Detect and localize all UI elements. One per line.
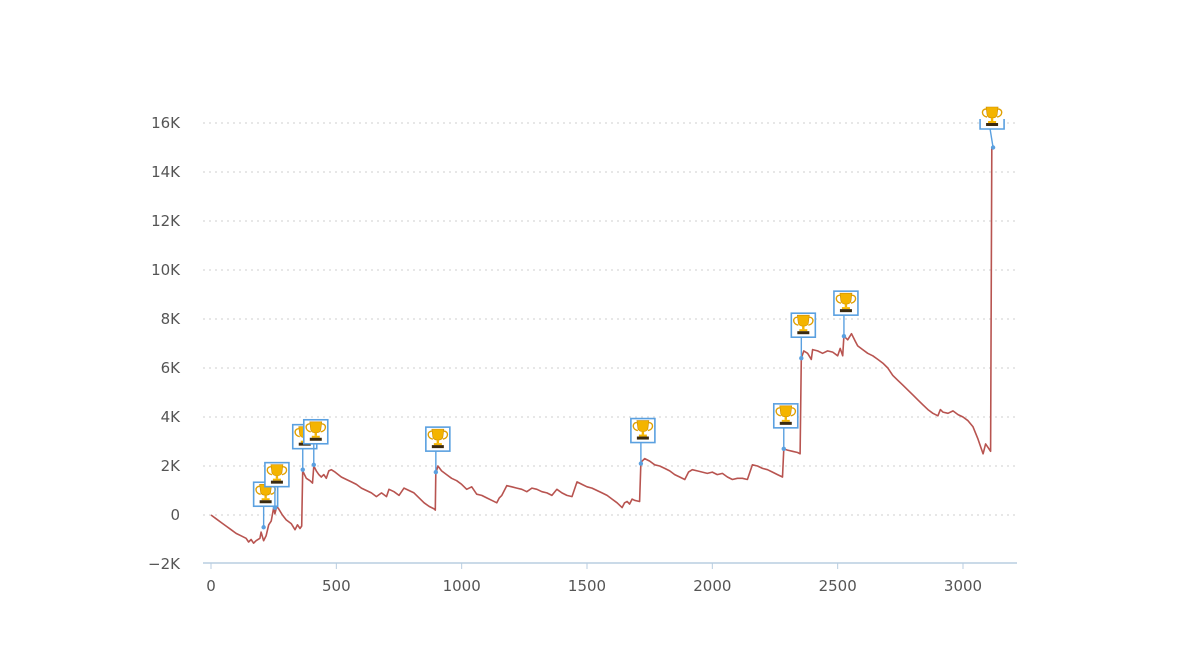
y-tick-label: 2K (161, 457, 182, 475)
trophy-icon (305, 421, 327, 441)
flag-point (261, 525, 266, 530)
flag-point (433, 469, 439, 475)
flag-stem (989, 128, 994, 148)
y-tick-label: 12K (151, 212, 181, 230)
flag-marker[interactable] (790, 312, 817, 361)
trophy-icon (792, 314, 814, 335)
x-tick-label: 500 (322, 577, 351, 595)
trophy-icon (835, 292, 857, 313)
flag-point (272, 505, 278, 510)
y-tick-label: −2K (148, 555, 181, 573)
grid-lines (203, 122, 1017, 516)
y-tick-label: 4K (161, 408, 182, 426)
y-tick-label: 10K (151, 261, 181, 279)
x-axis: 0 500 1000 1500 2000 2500 3000 (203, 562, 1017, 595)
trophy-icon (775, 405, 797, 425)
flag-point (638, 461, 644, 466)
x-tick-label: 2000 (693, 577, 731, 595)
flag-layer (252, 106, 1005, 530)
y-tick-label: 14K (151, 163, 181, 181)
y-tick-label: 8K (161, 310, 182, 328)
y-tick-label: 16K (151, 114, 181, 132)
trophy-icon (981, 106, 1003, 126)
flag-point (841, 333, 847, 339)
flag-point (311, 462, 316, 467)
x-tick-label: 0 (206, 577, 216, 595)
series-layer (210, 146, 994, 544)
flag-marker[interactable] (425, 426, 451, 475)
y-axis-labels: −2K 0 2K 4K 6K 8K 10K 12K 14K 16K (148, 114, 181, 573)
flag-marker[interactable] (979, 106, 1005, 150)
flag-point (990, 145, 996, 150)
trophy-icon (427, 428, 449, 449)
y-tick-label: 0 (170, 506, 180, 524)
trophy-icon (266, 464, 288, 484)
trophy-icon (255, 483, 276, 504)
flag-marker[interactable] (772, 403, 799, 452)
flag-marker[interactable] (302, 418, 329, 467)
trophy-icon (632, 420, 654, 440)
flag-marker[interactable] (630, 417, 656, 466)
series-line (210, 146, 994, 544)
x-tick-label: 1000 (443, 577, 481, 595)
flag-marker[interactable] (264, 461, 290, 510)
flag-point (799, 356, 804, 361)
x-tick-label: 2500 (819, 577, 857, 595)
flag-marker[interactable] (833, 290, 859, 339)
flag-point (300, 467, 305, 472)
x-tick-label: 3000 (944, 577, 982, 595)
x-tick-label: 1500 (568, 577, 606, 595)
flag-point (781, 446, 786, 452)
y-tick-label: 6K (161, 359, 182, 377)
